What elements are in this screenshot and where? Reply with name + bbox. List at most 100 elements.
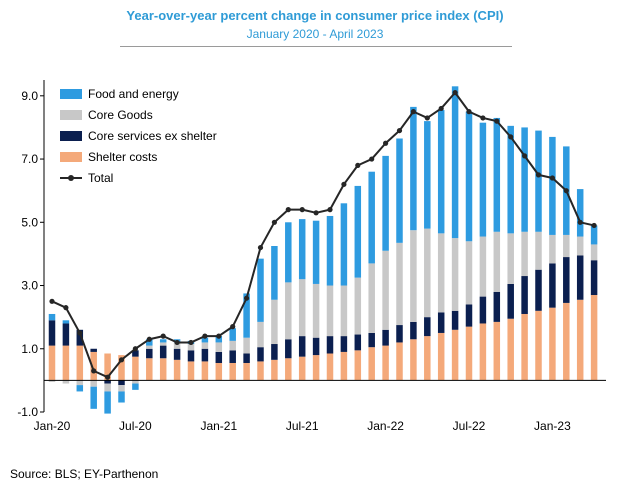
total-point-jan-22: [383, 140, 389, 146]
bar-core-services-ex-shelter-may-22: [437, 312, 445, 333]
total-point-may-20: [105, 374, 111, 380]
bar-core-goods-sep-21: [326, 285, 334, 337]
bar-core-services-ex-shelter-oct-20: [173, 348, 181, 360]
total-point-mar-20: [77, 330, 83, 336]
bar-core-services-ex-shelter-jan-23: [549, 263, 556, 308]
bar-food-and-energy-jan-21: [215, 336, 223, 343]
y-tick-label: 3.0: [21, 279, 38, 293]
total-point-may-21: [271, 219, 277, 225]
bar-core-goods-apr-21: [257, 321, 264, 348]
x-tick-label: Jan-22: [367, 419, 404, 433]
total-point-dec-21: [369, 156, 375, 162]
bar-shelter-costs-may-21: [271, 359, 278, 381]
bar-shelter-costs-jan-23: [549, 307, 556, 381]
bar-core-services-ex-shelter-oct-22: [507, 283, 514, 319]
bar-shelter-costs-apr-20: [90, 351, 97, 381]
bar-food-and-energy-mar-20: [76, 385, 84, 392]
bar-core-services-ex-shelter-jul-20: [132, 350, 139, 357]
bar-core-goods-aug-21: [312, 283, 320, 338]
total-point-mar-22: [410, 109, 416, 115]
legend-label-core-goods: Core Goods: [88, 108, 153, 122]
y-tick-label: 5.0: [21, 215, 38, 229]
total-point-apr-20: [91, 368, 97, 374]
total-point-jun-20: [118, 357, 125, 363]
bar-core-goods-feb-23: [563, 234, 570, 258]
bar-shelter-costs-jul-20: [132, 356, 139, 381]
bar-core-services-ex-shelter-sep-20: [159, 345, 167, 359]
total-point-jul-21: [299, 207, 305, 213]
bar-core-services-ex-shelter-mar-20: [76, 329, 84, 346]
bar-core-services-ex-shelter-jun-21: [285, 339, 292, 359]
bar-shelter-costs-nov-20: [187, 361, 195, 381]
bar-food-and-energy-oct-21: [340, 203, 348, 286]
bar-core-services-ex-shelter-oct-21: [340, 336, 348, 352]
bar-core-goods-jul-21: [298, 279, 306, 337]
x-tick-label: Jan-20: [34, 419, 71, 433]
bar-core-goods-jun-22: [451, 238, 459, 311]
bar-core-goods-sep-20: [159, 342, 167, 346]
x-tick-label: Jan-21: [200, 419, 237, 433]
bar-core-services-ex-shelter-aug-20: [146, 348, 153, 359]
legend-label-food-and-energy: Food and energy: [88, 87, 179, 101]
total-point-apr-23: [591, 222, 597, 229]
total-point-feb-22: [396, 127, 403, 134]
bar-shelter-costs-sep-21: [326, 353, 334, 381]
total-point-sep-20: [160, 333, 166, 339]
bar-shelter-costs-jan-22: [382, 345, 389, 381]
bar-core-goods-aug-20: [146, 345, 153, 349]
bar-shelter-costs-jul-22: [465, 326, 473, 381]
bar-core-goods-jun-20: [118, 385, 125, 392]
bar-core-services-ex-shelter-aug-22: [479, 296, 487, 324]
bar-core-goods-jan-20: [48, 380, 56, 382]
bar-shelter-costs-may-20: [104, 353, 111, 381]
bar-core-goods-dec-20: [201, 342, 209, 349]
bar-shelter-costs-mar-23: [576, 299, 584, 381]
bar-food-and-energy-sep-20: [159, 339, 167, 343]
bar-food-and-energy-mar-22: [410, 106, 417, 231]
bar-core-services-ex-shelter-may-20: [104, 380, 111, 384]
total-point-dec-20: [202, 333, 208, 339]
total-point-mar-23: [577, 219, 583, 225]
bar-core-services-ex-shelter-jun-22: [451, 310, 459, 330]
bar-shelter-costs-feb-20: [62, 345, 70, 381]
bar-core-goods-mar-23: [576, 236, 584, 256]
bar-core-goods-feb-22: [396, 242, 403, 326]
legend-swatch-shelter-costs: [60, 152, 82, 162]
bar-food-and-energy-apr-21: [257, 258, 264, 322]
total-point-oct-22: [508, 134, 514, 140]
bar-food-and-energy-dec-21: [368, 171, 375, 264]
bar-shelter-costs-apr-21: [257, 361, 264, 381]
bar-food-and-energy-aug-21: [312, 220, 320, 284]
bar-food-and-energy-jan-22: [382, 155, 389, 251]
bar-core-goods-may-22: [437, 233, 445, 313]
total-point-nov-21: [355, 162, 361, 168]
bar-food-and-energy-sep-22: [493, 117, 501, 232]
bar-food-and-energy-aug-20: [146, 339, 153, 346]
bar-shelter-costs-aug-21: [312, 355, 320, 381]
total-point-jan-21: [216, 333, 222, 339]
total-point-nov-20: [188, 339, 194, 346]
bar-food-and-energy-feb-20: [62, 320, 70, 324]
bar-core-services-ex-shelter-jan-22: [382, 329, 389, 346]
bar-shelter-costs-jan-20: [48, 345, 56, 381]
bar-core-services-ex-shelter-sep-21: [326, 336, 334, 354]
bar-food-and-energy-apr-20: [90, 386, 97, 409]
bar-core-goods-jun-21: [285, 282, 292, 340]
bar-core-goods-dec-22: [535, 231, 542, 270]
bar-core-services-ex-shelter-may-21: [271, 344, 278, 360]
bar-food-and-energy-aug-22: [479, 122, 487, 237]
bar-core-goods-feb-21: [229, 340, 236, 351]
bar-core-goods-jan-21: [215, 342, 223, 352]
bar-core-goods-nov-22: [521, 231, 528, 277]
total-point-mar-21: [244, 295, 250, 301]
bar-core-services-ex-shelter-sep-22: [493, 291, 501, 322]
bar-core-goods-mar-20: [76, 380, 84, 386]
bar-food-and-energy-oct-22: [507, 125, 514, 234]
bar-core-goods-feb-20: [62, 380, 70, 384]
bar-core-goods-jan-22: [382, 250, 389, 330]
total-point-jul-20: [132, 346, 138, 352]
total-point-sep-21: [327, 207, 333, 213]
total-point-jun-22: [452, 90, 458, 96]
bar-food-and-energy-jun-21: [285, 222, 292, 283]
